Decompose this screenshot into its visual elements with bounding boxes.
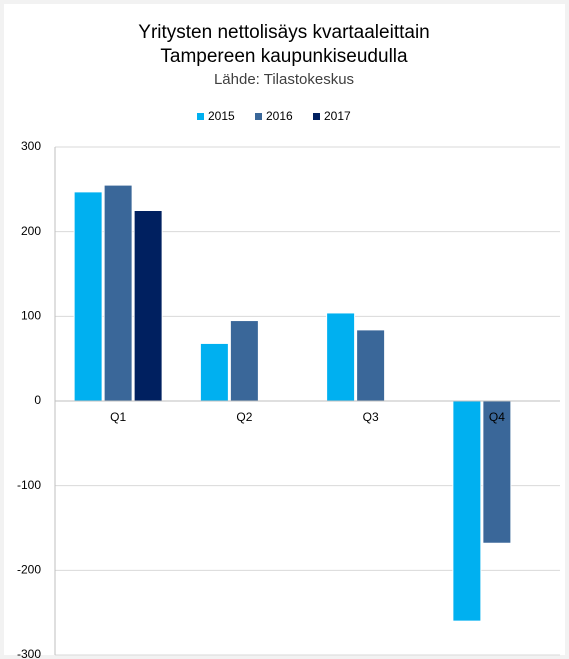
bar bbox=[452, 400, 482, 622]
legend-label: 2015 bbox=[208, 109, 235, 123]
chart-title: Yritysten nettolisäys kvartaaleittain bbox=[138, 22, 429, 43]
bar bbox=[326, 312, 356, 402]
x-tick-label: Q1 bbox=[110, 410, 126, 424]
bar bbox=[356, 329, 386, 402]
y-tick-label: 200 bbox=[21, 224, 41, 238]
x-tick-label: Q3 bbox=[363, 410, 379, 424]
y-tick-label: 100 bbox=[21, 309, 41, 323]
bar bbox=[73, 191, 103, 402]
chart-subtitle: Lähde: Tilastokeskus bbox=[214, 71, 354, 88]
legend-swatch bbox=[255, 113, 262, 120]
legend-label: 2017 bbox=[324, 109, 351, 123]
legend-label: 2016 bbox=[266, 109, 293, 123]
legend-swatch bbox=[197, 113, 204, 120]
x-tick-label: Q2 bbox=[236, 410, 252, 424]
bar bbox=[103, 184, 133, 402]
y-tick-label: -100 bbox=[17, 478, 41, 492]
x-tick-label: Q4 bbox=[489, 410, 505, 424]
y-tick-label: -200 bbox=[17, 563, 41, 577]
bar bbox=[199, 342, 229, 402]
chart-title: Tampereen kaupunkiseudulla bbox=[160, 46, 408, 67]
bar bbox=[229, 320, 259, 402]
y-tick-label: 0 bbox=[34, 393, 41, 407]
bar bbox=[133, 210, 163, 402]
y-tick-label: -300 bbox=[17, 647, 41, 659]
legend-swatch bbox=[313, 113, 320, 120]
bar bbox=[482, 400, 512, 544]
y-tick-label: 300 bbox=[21, 139, 41, 153]
